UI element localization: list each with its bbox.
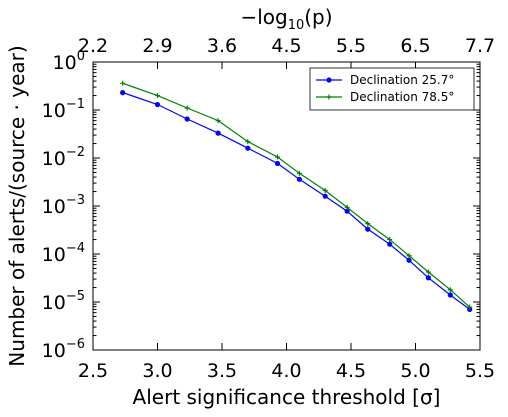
- x-tick-label: 5.0: [400, 360, 430, 382]
- series-2-point: [387, 237, 393, 243]
- series-1-point: [322, 193, 328, 199]
- series-1-point: [406, 257, 412, 263]
- legend-entry-label: Declination 78.5°: [350, 90, 454, 104]
- top-x-axis: 2.2 2.9 3.6 4.5 5.5 6.5 7.7: [78, 35, 495, 69]
- y-tick-label: 100: [53, 49, 85, 74]
- series-2-point: [425, 269, 431, 275]
- legend-swatch-marker: [326, 94, 332, 100]
- series-2-point: [467, 304, 473, 310]
- top-x-tick-label: 7.7: [465, 35, 495, 57]
- x-tick-label: 3.5: [207, 360, 237, 382]
- series-1-point: [296, 176, 302, 182]
- x-tick-label: 4.5: [336, 360, 366, 382]
- series-2-point: [120, 80, 126, 86]
- series-2-point: [406, 253, 412, 259]
- series-1-point: [245, 145, 251, 151]
- series-2-point: [245, 139, 251, 145]
- x-tick-label: 3.0: [142, 360, 172, 382]
- x-tick-label: 4.0: [271, 360, 301, 382]
- series-2-point: [215, 118, 221, 124]
- series-2-point: [344, 204, 350, 210]
- y-tick-label: 10−6: [42, 337, 85, 362]
- y-axis: 10−6 10−5 10−4 10−3 10−2 10−1 100: [42, 49, 480, 362]
- top-x-tick-label: 2.2: [78, 35, 108, 57]
- legend: Declination 25.7° Declination 78.5°: [309, 67, 475, 111]
- series-line-2: [122, 82, 471, 308]
- series-2-point: [296, 170, 302, 176]
- x-axis-label: Alert significance threshold [σ]: [133, 385, 441, 409]
- series-1-point: [447, 292, 453, 298]
- series-1-point: [120, 90, 126, 96]
- series-1-point: [344, 208, 350, 214]
- legend-box: [309, 67, 475, 111]
- series-line-1: [122, 92, 471, 310]
- x-tick-label: 5.5: [465, 360, 495, 382]
- top-x-tick-label: 2.9: [142, 35, 172, 57]
- series-1-point: [215, 130, 221, 136]
- x-axis: 2.5 3.0 3.5 4.0 4.5 5.0 5.5: [78, 343, 495, 382]
- y-axis-label: Number of alerts/(source · year): [5, 45, 29, 366]
- series-2-point: [155, 93, 160, 99]
- y-tick-label: 10−3: [42, 193, 85, 218]
- top-x-tick-label: 3.6: [207, 35, 237, 57]
- y-tick-label: 10−1: [42, 97, 85, 122]
- y-tick-label: 10−4: [42, 241, 85, 266]
- series-1-point: [365, 226, 371, 232]
- top-x-axis-label: −log10(p): [240, 5, 332, 33]
- y-tick-label: 10−5: [42, 289, 85, 314]
- series-1-point: [154, 101, 161, 108]
- top-x-tick-label: 6.5: [400, 35, 430, 57]
- x-tick-label: 2.5: [78, 360, 108, 382]
- legend-swatch-marker: [326, 77, 332, 83]
- series-1-point: [274, 160, 281, 167]
- series-2-point: [365, 221, 371, 227]
- top-x-tick-label: 5.5: [336, 35, 366, 57]
- series-2-point: [274, 154, 280, 160]
- legend-entry-label: Declination 25.7°: [350, 73, 454, 87]
- series-2-point: [322, 188, 328, 194]
- series-1-point: [387, 241, 393, 247]
- series-2-point: [184, 105, 190, 111]
- series-2-point: [447, 287, 453, 293]
- top-x-tick-label: 4.5: [271, 35, 301, 57]
- plot-marks: [120, 80, 473, 313]
- series-1-point: [184, 116, 190, 122]
- y-tick-label: 10−2: [42, 145, 85, 170]
- series-1-point: [425, 275, 431, 281]
